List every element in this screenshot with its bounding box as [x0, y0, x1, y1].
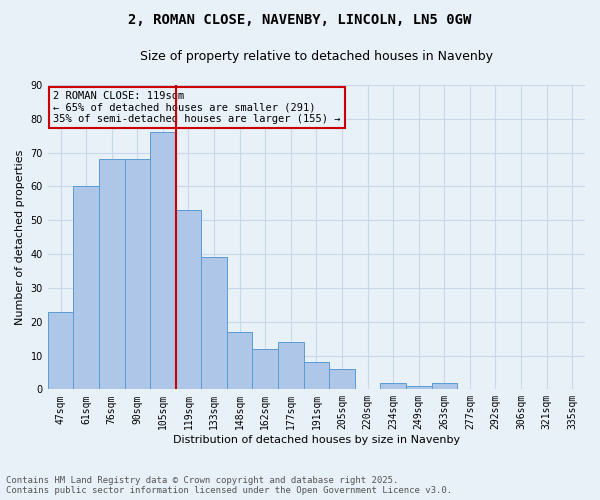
Bar: [253, 349, 278, 390]
Text: 2 ROMAN CLOSE: 119sqm
← 65% of detached houses are smaller (291)
35% of semi-det: 2 ROMAN CLOSE: 119sqm ← 65% of detached …: [53, 91, 341, 124]
Bar: [99, 160, 125, 390]
Bar: [406, 386, 431, 390]
Bar: [176, 210, 201, 390]
Bar: [227, 332, 253, 390]
Bar: [73, 186, 99, 390]
Bar: [125, 160, 150, 390]
Text: 2, ROMAN CLOSE, NAVENBY, LINCOLN, LN5 0GW: 2, ROMAN CLOSE, NAVENBY, LINCOLN, LN5 0G…: [128, 12, 472, 26]
Bar: [380, 382, 406, 390]
Bar: [431, 382, 457, 390]
Bar: [150, 132, 176, 390]
Bar: [304, 362, 329, 390]
Bar: [278, 342, 304, 390]
Text: Contains HM Land Registry data © Crown copyright and database right 2025.
Contai: Contains HM Land Registry data © Crown c…: [6, 476, 452, 495]
Title: Size of property relative to detached houses in Navenby: Size of property relative to detached ho…: [140, 50, 493, 63]
Bar: [329, 369, 355, 390]
Bar: [48, 312, 73, 390]
Y-axis label: Number of detached properties: Number of detached properties: [15, 150, 25, 325]
Bar: [201, 258, 227, 390]
X-axis label: Distribution of detached houses by size in Navenby: Distribution of detached houses by size …: [173, 435, 460, 445]
